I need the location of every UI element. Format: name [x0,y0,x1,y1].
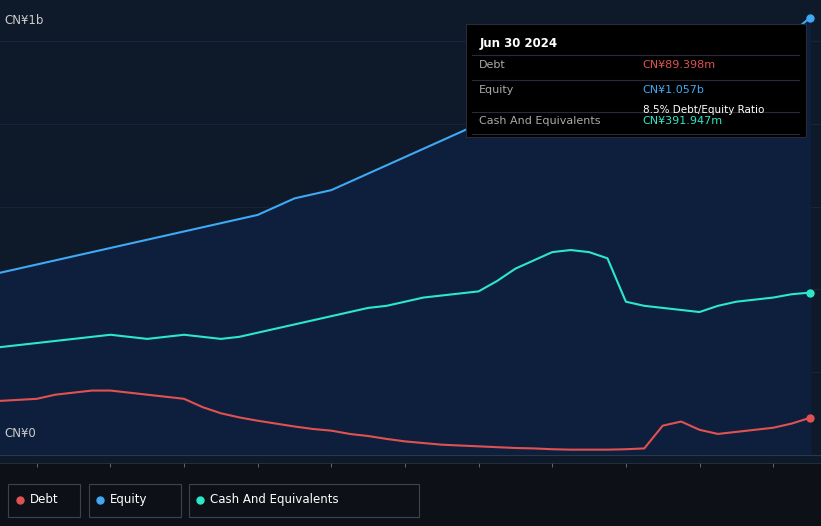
Text: CN¥1.057b: CN¥1.057b [643,85,704,95]
Text: CN¥1b: CN¥1b [4,14,44,27]
Text: Equity: Equity [479,85,515,95]
Text: CN¥89.398m: CN¥89.398m [643,60,716,70]
Text: Debt: Debt [30,493,58,506]
FancyBboxPatch shape [89,484,181,517]
Text: Debt: Debt [479,60,506,70]
Text: Jun 30 2024: Jun 30 2024 [479,37,557,50]
Text: CN¥0: CN¥0 [4,427,36,440]
Text: CN¥391.947m: CN¥391.947m [643,116,722,126]
Text: Cash And Equivalents: Cash And Equivalents [479,116,601,126]
FancyBboxPatch shape [8,484,80,517]
FancyBboxPatch shape [189,484,419,517]
Text: 8.5% Debt/Equity Ratio: 8.5% Debt/Equity Ratio [643,105,764,115]
Text: Equity: Equity [110,493,148,506]
Text: Cash And Equivalents: Cash And Equivalents [210,493,339,506]
